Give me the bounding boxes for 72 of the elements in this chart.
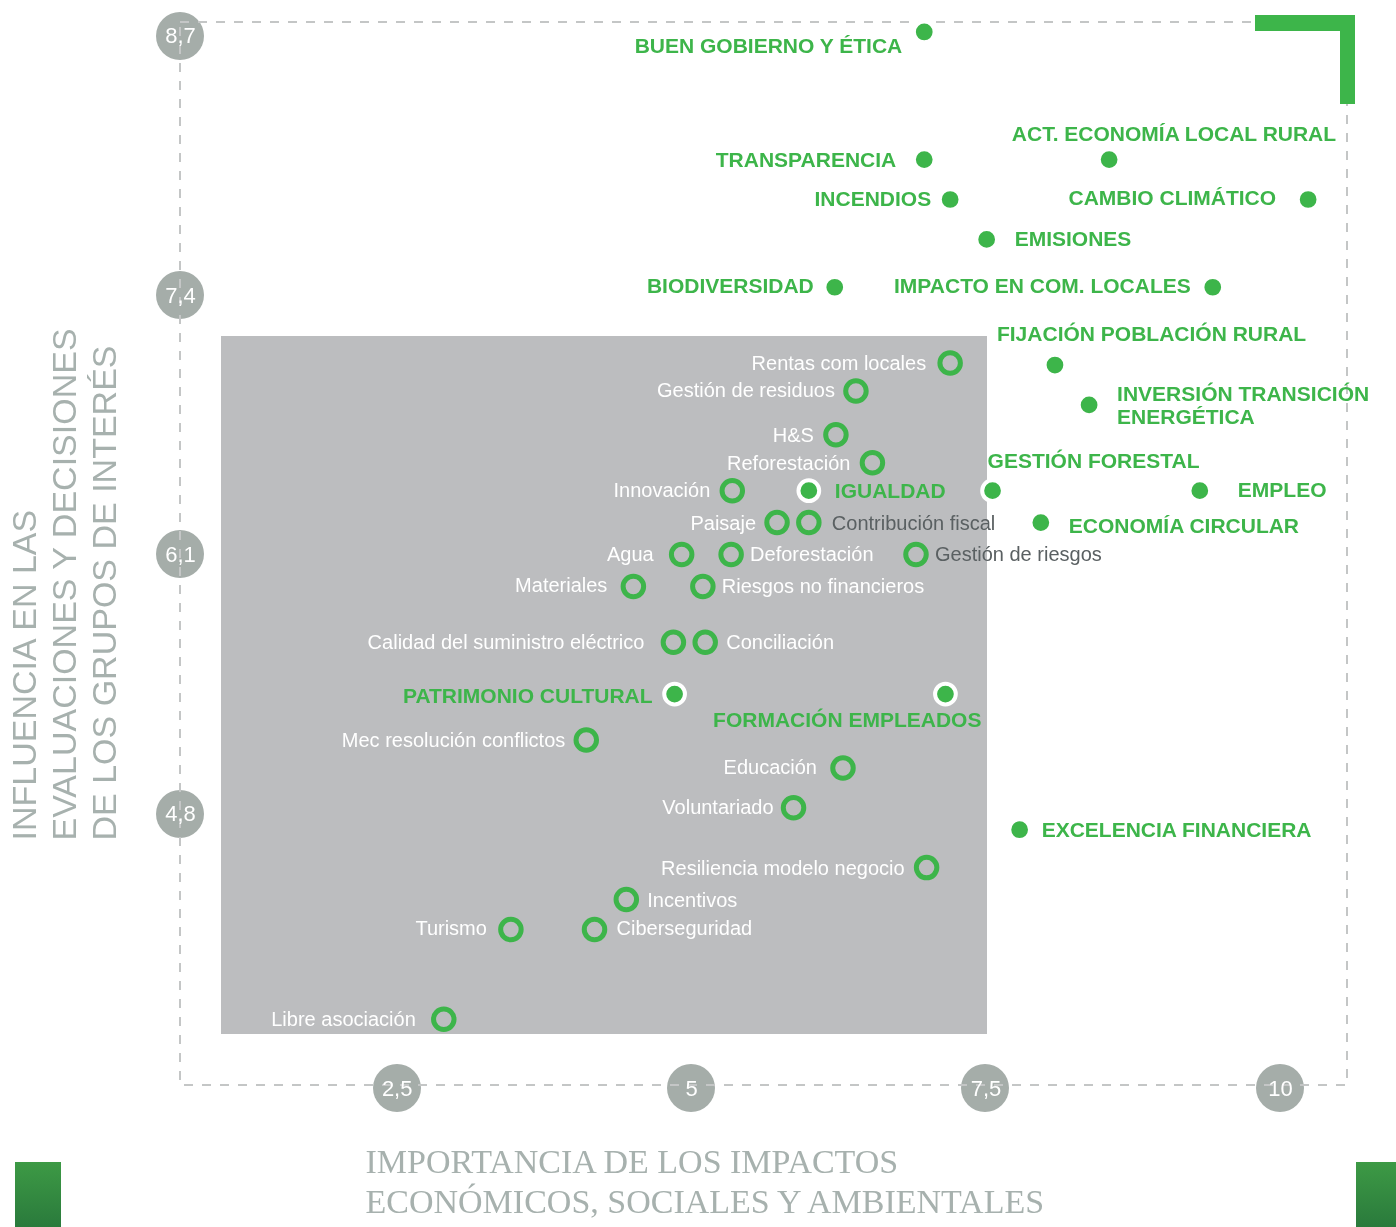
data-label: EXCELENCIA FINANCIERA <box>1041 817 1312 841</box>
data-label: Conciliación <box>726 631 835 654</box>
data-label: PATRIMONIO CULTURAL <box>402 684 653 708</box>
x-tick-label: 7,5 <box>970 1075 1002 1101</box>
point <box>764 509 790 536</box>
y-tick-label: 6,1 <box>165 542 196 567</box>
point <box>796 509 822 536</box>
x-tick-label: 2,5 <box>381 1075 413 1101</box>
x-tick-label: 5 <box>685 1075 698 1101</box>
data-label: Materiales <box>515 574 608 597</box>
point <box>662 681 687 707</box>
point <box>692 629 718 655</box>
point <box>843 378 869 404</box>
point <box>573 727 600 753</box>
data-label: EMPLEO <box>1237 477 1327 501</box>
point <box>660 629 687 655</box>
y-axis-title: INFLUENCIA EN LAS EVALUACIONES Y DECISIONES DE LOS GRUPOS DE INTERÉS <box>4 328 123 841</box>
data-label: Resiliencia modelo negocio <box>661 856 905 879</box>
data-label: Incentivos <box>647 888 738 911</box>
x-tick-label: 10 <box>1268 1075 1293 1101</box>
data-label: INVERSIÓN TRANSICIÓN ENERGÉTICA <box>1117 381 1370 428</box>
data-label: CAMBIO CLIMÁTICO <box>1068 186 1277 210</box>
point <box>796 478 822 504</box>
point <box>719 477 746 504</box>
data-label: FIJACIÓN POBLACIÓN RURAL <box>996 322 1307 346</box>
data-label: Riesgos no financieros <box>721 575 925 598</box>
data-label: Agua <box>606 543 655 566</box>
data-label: EMISIONES <box>1014 227 1132 251</box>
y-tick-label: 8,7 <box>165 23 196 49</box>
data-label: BUEN GOBIERNO Y ÉTICA <box>634 33 903 57</box>
data-label: GESTIÓN FORESTAL <box>987 448 1200 472</box>
point <box>690 573 716 600</box>
x-axis-title: IMPORTANCIA DE LOS IMPACTOS ECONÓMICOS, SOCIALES Y AMBIENTALES <box>365 1142 1045 1220</box>
data-label: Libre asociación <box>271 1008 416 1031</box>
point <box>668 541 695 568</box>
data-label: Rentas com locales <box>751 352 927 375</box>
point <box>913 854 940 881</box>
data-label: IGUALDAD <box>834 478 946 502</box>
point <box>780 795 807 821</box>
point <box>613 886 640 913</box>
point <box>581 916 608 943</box>
data-label: IMPACTO EN COM. LOCALES <box>894 274 1191 298</box>
data-label: Educación <box>723 755 817 778</box>
data-label: Turismo <box>415 917 487 940</box>
point <box>620 573 647 600</box>
point <box>498 916 524 943</box>
data-label: Paisaje <box>690 511 757 534</box>
data-label: Mec resolución conflictos <box>341 728 566 751</box>
data-label: H&S <box>772 423 814 446</box>
data-label: Calidad del suministro eléctrico <box>367 631 645 654</box>
y-tick-label: 7,4 <box>165 282 196 308</box>
point <box>937 350 963 376</box>
y-tick-label: 4,8 <box>165 801 196 827</box>
data-label: ACT. ECONOMÍA LOCAL RURAL <box>1011 121 1337 145</box>
data-label: INCENDIOS <box>814 187 932 211</box>
point <box>823 422 849 448</box>
data-label: Deforestación <box>750 543 874 566</box>
data-label: Reforestación <box>727 451 851 474</box>
data-label: FORMACIÓN EMPLEADOS <box>713 708 982 732</box>
point <box>830 755 856 781</box>
point <box>933 681 958 707</box>
data-label: TRANSPARENCIA <box>715 147 897 171</box>
data-label: Gestión de residuos <box>657 378 835 401</box>
data-label: BIODIVERSIDAD <box>646 274 814 298</box>
point <box>859 450 886 476</box>
data-label: Voluntariado <box>662 795 774 818</box>
point <box>903 541 929 568</box>
data-label: ECONOMÍA CIRCULAR <box>1068 513 1300 537</box>
point <box>431 1006 457 1032</box>
data-label: Ciberseguridad <box>616 917 753 940</box>
point <box>718 541 744 568</box>
data-label: Innovación <box>613 478 711 501</box>
